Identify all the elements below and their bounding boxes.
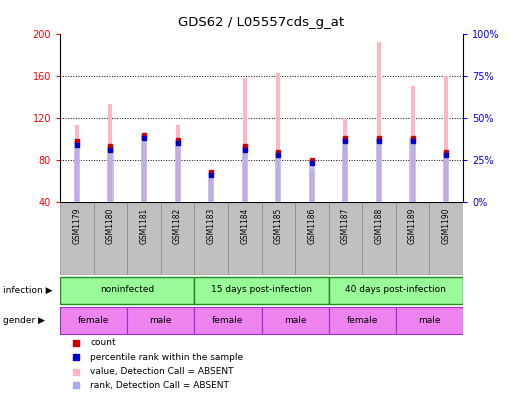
Bar <box>262 307 328 334</box>
Bar <box>161 202 195 276</box>
Text: gender ▶: gender ▶ <box>3 316 44 325</box>
Text: GSM1187: GSM1187 <box>341 208 350 244</box>
Text: female: female <box>347 316 378 325</box>
Bar <box>328 277 463 304</box>
Bar <box>176 125 179 202</box>
Text: GSM1183: GSM1183 <box>207 208 215 244</box>
Bar <box>309 160 315 202</box>
Bar <box>429 202 463 276</box>
Text: rank, Detection Call = ABSENT: rank, Detection Call = ABSENT <box>90 381 229 390</box>
Text: GSM1185: GSM1185 <box>274 208 283 244</box>
Text: male: male <box>284 316 306 325</box>
Bar <box>108 104 112 202</box>
Bar <box>310 171 314 202</box>
Bar <box>444 76 448 202</box>
Bar <box>75 125 79 202</box>
Text: GSM1190: GSM1190 <box>441 208 451 244</box>
Bar <box>60 202 94 276</box>
Bar <box>175 140 180 202</box>
Bar <box>195 202 228 276</box>
Bar <box>141 135 147 202</box>
Bar <box>242 147 248 202</box>
Bar <box>107 147 113 202</box>
Bar <box>362 202 396 276</box>
Text: female: female <box>212 316 244 325</box>
Text: GSM1181: GSM1181 <box>140 208 149 244</box>
Text: GSM1186: GSM1186 <box>308 208 316 244</box>
Text: male: male <box>418 316 440 325</box>
Bar <box>60 307 127 334</box>
Bar <box>443 152 449 202</box>
Text: GSM1182: GSM1182 <box>173 208 182 244</box>
Bar <box>275 152 281 202</box>
Text: GSM1184: GSM1184 <box>240 208 249 244</box>
Text: value, Detection Call = ABSENT: value, Detection Call = ABSENT <box>90 367 234 376</box>
Text: infection ▶: infection ▶ <box>3 286 52 295</box>
Text: female: female <box>78 316 109 325</box>
Bar <box>377 42 381 202</box>
Text: 15 days post-infection: 15 days post-infection <box>211 286 312 295</box>
Bar <box>243 78 247 202</box>
Bar <box>410 138 416 202</box>
Bar <box>396 202 429 276</box>
Bar <box>344 118 347 202</box>
Bar <box>195 277 328 304</box>
Bar <box>411 86 415 202</box>
Text: count: count <box>90 338 116 347</box>
Bar <box>343 138 348 202</box>
Bar <box>142 142 146 202</box>
Text: GSM1180: GSM1180 <box>106 208 115 244</box>
Text: noninfected: noninfected <box>100 286 154 295</box>
Bar <box>127 202 161 276</box>
Text: male: male <box>150 316 172 325</box>
Text: GSM1188: GSM1188 <box>374 208 383 244</box>
Text: percentile rank within the sample: percentile rank within the sample <box>90 353 244 362</box>
Bar <box>276 72 280 202</box>
Text: GSM1179: GSM1179 <box>72 208 82 244</box>
Bar <box>208 172 214 202</box>
Text: 40 days post-infection: 40 days post-infection <box>345 286 446 295</box>
Bar <box>328 202 362 276</box>
Text: GDS62 / L05557cds_g_at: GDS62 / L05557cds_g_at <box>178 16 345 29</box>
Bar <box>228 202 262 276</box>
Bar <box>94 202 127 276</box>
Text: GSM1189: GSM1189 <box>408 208 417 244</box>
Bar <box>60 277 195 304</box>
Bar <box>376 138 382 202</box>
Bar <box>74 141 80 202</box>
Bar <box>328 307 396 334</box>
Bar <box>209 171 213 202</box>
Bar <box>295 202 328 276</box>
Bar <box>127 307 195 334</box>
Bar <box>262 202 295 276</box>
Bar <box>396 307 463 334</box>
Bar <box>195 307 262 334</box>
